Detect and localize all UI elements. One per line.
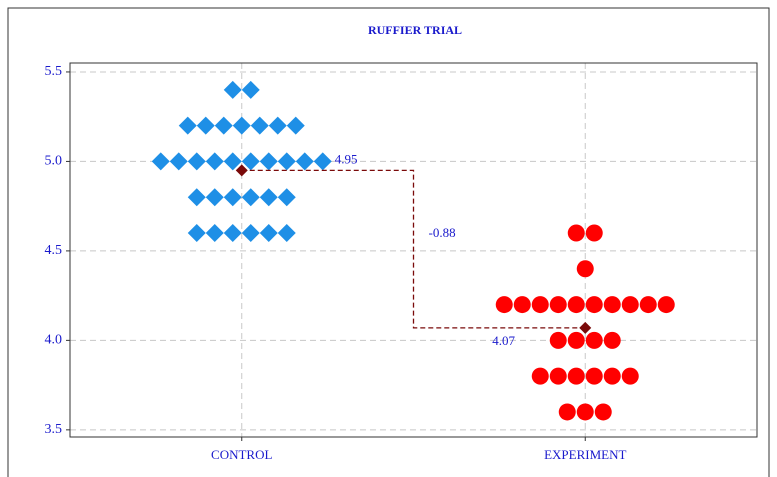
dot bbox=[187, 152, 206, 171]
dot bbox=[223, 224, 242, 242]
plot-frame bbox=[69, 62, 758, 438]
dot bbox=[223, 188, 242, 207]
dot bbox=[567, 367, 585, 385]
dot bbox=[232, 116, 251, 135]
dot bbox=[585, 224, 603, 242]
dot bbox=[585, 296, 603, 314]
dot bbox=[286, 116, 305, 135]
dot bbox=[223, 152, 242, 171]
dot bbox=[567, 224, 585, 242]
x-tick-label: CONTROL bbox=[211, 447, 272, 462]
dot bbox=[169, 152, 188, 171]
mean-marker bbox=[235, 164, 248, 177]
dot bbox=[594, 403, 612, 421]
chart-title: RUFFIER TRIAL bbox=[368, 23, 462, 37]
dot bbox=[549, 367, 567, 385]
dot bbox=[531, 296, 549, 314]
mean-label: 4.95 bbox=[335, 151, 358, 166]
dot bbox=[639, 296, 657, 314]
dot bbox=[576, 403, 594, 421]
y-tick-label: 4.5 bbox=[45, 243, 63, 258]
dot bbox=[585, 367, 603, 385]
dot bbox=[187, 224, 206, 242]
difference-label: -0.88 bbox=[429, 225, 456, 240]
dot bbox=[295, 152, 314, 171]
dot bbox=[621, 367, 639, 385]
dot bbox=[241, 80, 260, 99]
dot bbox=[585, 331, 603, 349]
dot bbox=[223, 80, 242, 99]
dot bbox=[549, 331, 567, 349]
mean-label: 4.07 bbox=[492, 333, 515, 348]
dot bbox=[268, 116, 287, 135]
dot bbox=[241, 224, 260, 242]
x-tick-label: EXPERIMENT bbox=[544, 447, 626, 462]
outer-frame bbox=[7, 7, 770, 477]
y-tick-label: 5.0 bbox=[45, 154, 63, 169]
dot bbox=[567, 296, 585, 314]
dot bbox=[205, 188, 224, 207]
dot bbox=[495, 296, 513, 314]
dot bbox=[259, 188, 278, 207]
dot bbox=[603, 296, 621, 314]
dot bbox=[567, 331, 585, 349]
y-tick-label: 4.0 bbox=[45, 333, 63, 348]
dot bbox=[178, 116, 197, 135]
dot bbox=[241, 188, 260, 207]
dot bbox=[250, 116, 269, 135]
dot bbox=[558, 403, 576, 421]
dot bbox=[214, 116, 233, 135]
dot bbox=[621, 296, 639, 314]
dot bbox=[196, 116, 215, 135]
dot bbox=[277, 152, 296, 171]
mean-marker bbox=[579, 321, 592, 334]
y-tick-label: 5.5 bbox=[45, 64, 63, 79]
dot bbox=[277, 224, 296, 242]
mean-connector bbox=[241, 169, 586, 329]
dot bbox=[259, 224, 278, 242]
dot bbox=[313, 152, 332, 171]
dot bbox=[205, 152, 224, 171]
dot bbox=[513, 296, 531, 314]
dot bbox=[205, 224, 224, 242]
dot bbox=[549, 296, 567, 314]
dot bbox=[259, 152, 278, 171]
dot bbox=[603, 367, 621, 385]
dot bbox=[241, 152, 260, 171]
dot bbox=[603, 331, 621, 349]
dot bbox=[576, 260, 594, 278]
dot bbox=[151, 152, 170, 171]
dot bbox=[657, 296, 675, 314]
y-tick-label: 3.5 bbox=[45, 422, 63, 437]
dot bbox=[531, 367, 549, 385]
dot bbox=[187, 188, 206, 207]
dot bbox=[277, 188, 296, 207]
